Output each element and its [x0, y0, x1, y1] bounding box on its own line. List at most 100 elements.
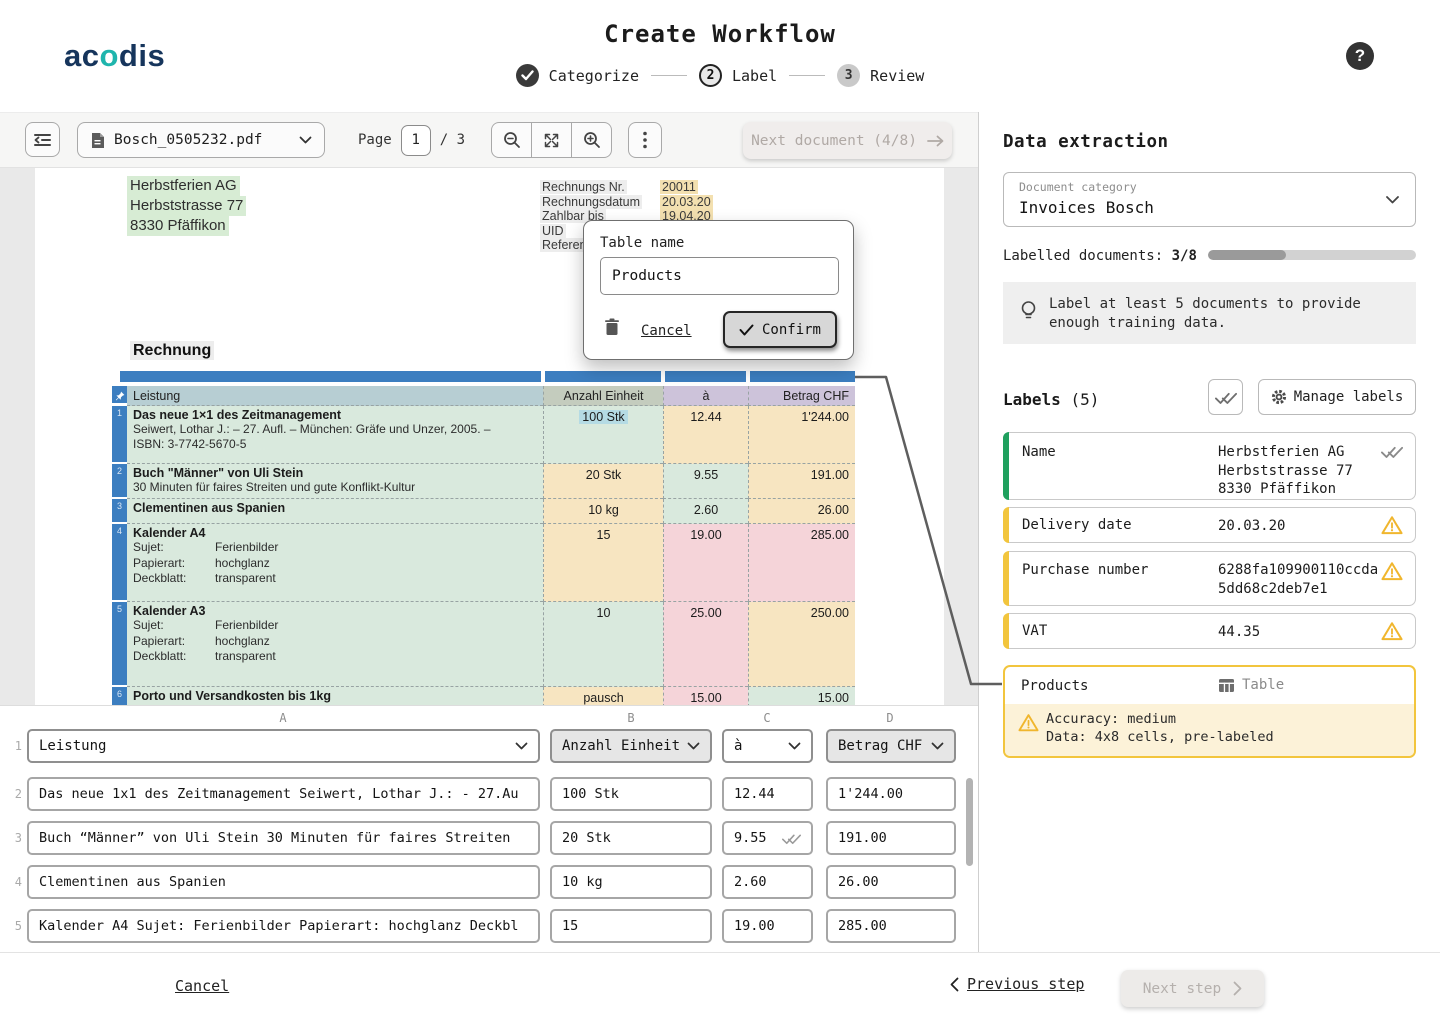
column-c-header-select[interactable]: à [722, 729, 813, 763]
grid-cell-d5[interactable]: 285.00 [826, 909, 956, 943]
cell-a[interactable]: 12.44 [663, 406, 748, 464]
labeled-text-chip[interactable]: Herbststrasse 77 [127, 196, 247, 216]
cell-anzahl[interactable]: 10 kg [543, 499, 663, 524]
labeled-text-chip[interactable]: 8330 Pfäffikon [127, 216, 229, 236]
table-header-betrag[interactable]: Betrag CHF [748, 386, 855, 406]
column-handle[interactable] [545, 371, 661, 382]
table-name-input[interactable] [600, 257, 839, 295]
table-selection-bar[interactable] [120, 371, 855, 382]
label-card-products[interactable]: Products Table Accuracy: medium Data: 4x… [1003, 665, 1416, 758]
cell-betrag[interactable]: 1'244.00 [748, 406, 855, 464]
confirm-all-labels-button[interactable] [1208, 379, 1243, 415]
previous-step-link[interactable]: Previous step [950, 975, 1084, 993]
grid-cell-b5[interactable]: 15 [550, 909, 712, 943]
column-handle[interactable] [750, 371, 855, 382]
grid-cell-a2[interactable]: Das neue 1x1 des Zeitmanagement Seiwert,… [27, 777, 540, 811]
grid-cell-d3[interactable]: 191.00 [826, 821, 956, 855]
grid-cell-d4[interactable]: 26.00 [826, 865, 956, 899]
cell-leistung[interactable]: Buch "Männer" von Uli Stein 30 Minuten f… [127, 464, 543, 499]
dialog-confirm-button[interactable]: Confirm [723, 311, 837, 348]
fit-screen-button[interactable] [531, 123, 571, 157]
grid-cell-d2[interactable]: 1'244.00 [826, 777, 956, 811]
column-handle[interactable] [120, 371, 541, 382]
cell-betrag[interactable]: 191.00 [748, 464, 855, 499]
row-handle[interactable]: 2 [112, 464, 127, 499]
cell-leistung[interactable]: Kalender A3 Sujet: Ferienbilder Papierart… [127, 602, 543, 687]
cell-anzahl[interactable]: 15 [543, 524, 663, 602]
grid-cell-a4[interactable]: Clementinen aus Spanien [27, 865, 540, 899]
table-header-anzahl[interactable]: Anzahl Einheit [543, 386, 663, 406]
column-b-header-select[interactable]: Anzahl Einheit [550, 729, 712, 763]
field-value-chip[interactable]: 20.03.20 [660, 194, 713, 209]
column-a-header-select[interactable]: Leistung [27, 729, 540, 763]
help-button[interactable]: ? [1346, 42, 1374, 70]
label-card-delivery-date[interactable]: Delivery date 20.03.20 [1003, 507, 1416, 543]
row-handle[interactable]: 6 [112, 687, 127, 705]
label-card-vat[interactable]: VAT 44.35 [1003, 613, 1416, 649]
grid-cell-c2[interactable]: 12.44 [722, 777, 813, 811]
grid-cell-b4[interactable]: 10 kg [550, 865, 712, 899]
table-pin-handle[interactable] [112, 386, 127, 405]
column-d-header-select[interactable]: Betrag CHF [826, 729, 956, 763]
next-step-button[interactable]: Next step [1121, 970, 1264, 1007]
row-handle[interactable]: 3 [112, 499, 127, 524]
cell-anzahl[interactable]: pausch [543, 687, 663, 705]
step-categorize[interactable]: Categorize [515, 64, 639, 87]
labeled-text-chip[interactable]: Herbstferien AG [127, 176, 240, 196]
document-category-select[interactable]: Document category Invoices Bosch [1003, 172, 1416, 227]
cell-anzahl[interactable]: 10 [543, 602, 663, 687]
field-value-chip[interactable]: 20011 [660, 180, 698, 194]
next-document-button[interactable]: Next document (4/8) [743, 122, 952, 159]
step-review[interactable]: 3 Review [837, 64, 924, 87]
cell-a[interactable]: 25.00 [663, 602, 748, 687]
cell-leistung[interactable]: Das neue 1×1 des Zeitmanagement Seiwert,… [127, 406, 543, 464]
table-header-leistung[interactable]: Leistung [127, 386, 543, 406]
field-label-chip[interactable]: Zahlbar bis [540, 209, 606, 223]
step-label-current[interactable]: 2 Label [698, 64, 777, 87]
field-label-chip[interactable]: Rechnungs Nr. [540, 180, 627, 194]
cell-a[interactable]: 2.60 [663, 499, 748, 524]
grid-cell-c4[interactable]: 2.60 [722, 865, 813, 899]
cell-a[interactable]: 19.00 [663, 524, 748, 602]
cell-leistung[interactable]: Clementinen aus Spanien [127, 499, 543, 524]
grid-cell-a3[interactable]: Buch “Männer” von Uli Stein 30 Minuten f… [27, 821, 540, 855]
manage-labels-button[interactable]: Manage labels [1258, 379, 1416, 415]
collapse-sidebar-button[interactable] [25, 122, 60, 157]
cell-betrag[interactable]: 285.00 [748, 524, 855, 602]
grid-cell-b2[interactable]: 100 Stk [550, 777, 712, 811]
panel-title: Data extraction [1003, 132, 1169, 152]
cell-betrag[interactable]: 15.00 [748, 687, 855, 705]
row-handle[interactable]: 5 [112, 602, 127, 687]
more-options-button[interactable] [628, 122, 662, 158]
zoom-out-button[interactable] [492, 123, 531, 157]
table-header-a[interactable]: à [663, 386, 748, 406]
zoom-in-button[interactable] [571, 123, 611, 157]
table-editor-scrollbar[interactable] [966, 778, 973, 866]
cell-a[interactable]: 15.00 [663, 687, 748, 705]
cell-a[interactable]: 9.55 [663, 464, 748, 499]
field-label-chip[interactable]: Rechnungsdatum [540, 194, 642, 209]
cell-anzahl[interactable]: 100 Stk [543, 406, 663, 464]
column-handle[interactable] [665, 371, 746, 382]
cancel-link[interactable]: Cancel [175, 977, 230, 995]
delete-table-button[interactable] [604, 318, 620, 336]
grid-cell-c3[interactable]: 9.55 [722, 821, 813, 855]
field-value-chip[interactable]: 19.04.20 [660, 209, 713, 223]
row-handle[interactable]: 1 [112, 406, 127, 464]
field-label-chip[interactable]: UID [540, 223, 566, 238]
cell-betrag[interactable]: 250.00 [748, 602, 855, 687]
row-handle[interactable]: 4 [112, 524, 127, 602]
grid-cell-b3[interactable]: 20 Stk [550, 821, 712, 855]
document-selector[interactable]: Bosch_0505232.pdf [77, 122, 325, 158]
cell-leistung[interactable]: Porto und Versandkosten bis 1kg [127, 687, 543, 705]
dialog-cancel-link[interactable]: Cancel [641, 323, 692, 339]
cell-anzahl[interactable]: 20 Stk [543, 464, 663, 499]
grid-cell-a5[interactable]: Kalender A4 Sujet: Ferienbilder Papierar… [27, 909, 540, 943]
page-number-input[interactable] [400, 124, 431, 156]
cell-leistung[interactable]: Kalender A4 Sujet: Ferienbilder Papierart… [127, 524, 543, 602]
label-card-name[interactable]: Name Herbstferien AG Herbststrasse 77 83… [1003, 432, 1416, 500]
field-label-chip[interactable]: Referenz [540, 238, 595, 252]
grid-cell-c5[interactable]: 19.00 [722, 909, 813, 943]
cell-betrag[interactable]: 26.00 [748, 499, 855, 524]
label-card-purchase-number[interactable]: Purchase number 6288fa109900110ccda 5dd6… [1003, 551, 1416, 606]
